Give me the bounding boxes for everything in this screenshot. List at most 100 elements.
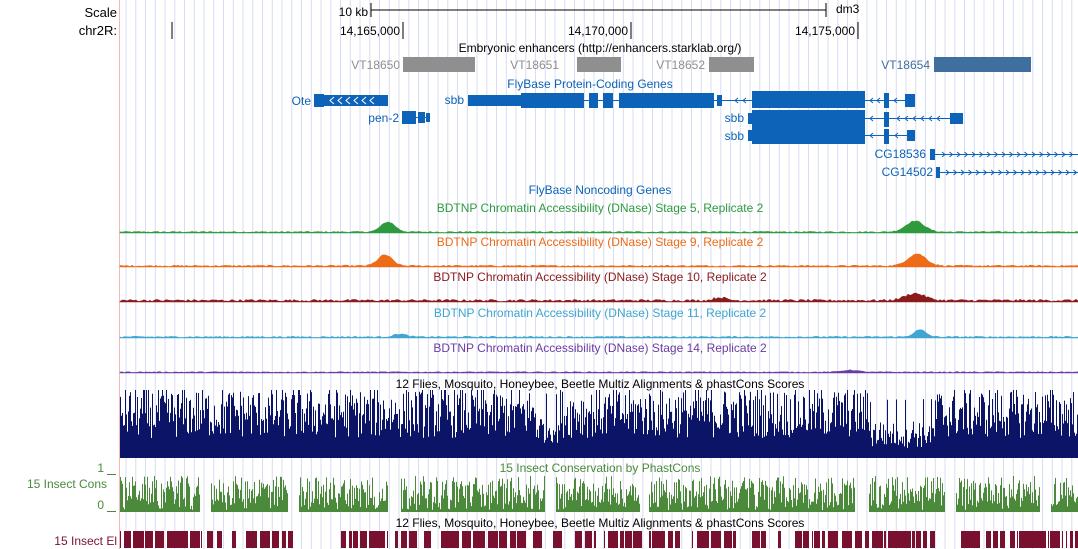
insect-cons-signal[interactable] (120, 476, 1078, 512)
conserved-element[interactable] (575, 531, 582, 548)
dnase-tracks[interactable]: BDTNP Chromatin Accessibility (DNase) St… (119, 201, 1078, 374)
conserved-element[interactable] (822, 531, 825, 548)
gene-label-pen-2[interactable]: pen-2 (368, 111, 399, 125)
dnase-stage-9-signal[interactable] (119, 253, 1078, 268)
conserved-element[interactable] (585, 531, 592, 548)
conserved-element[interactable] (865, 531, 869, 548)
conserved-element[interactable] (167, 531, 174, 548)
conserved-element[interactable] (993, 531, 998, 548)
conserved-element[interactable] (467, 531, 471, 548)
conserved-element[interactable] (612, 531, 618, 548)
conserved-element[interactable] (253, 531, 257, 548)
conserved-element[interactable] (971, 531, 980, 548)
conserved-element[interactable] (553, 531, 562, 548)
conserved-element[interactable] (387, 531, 388, 548)
conserved-element[interactable] (724, 531, 732, 548)
insect-cons-side-label[interactable]: 15 Insect Cons (27, 477, 107, 491)
conserved-element[interactable] (246, 531, 253, 548)
conserved-element[interactable] (174, 531, 179, 548)
dnase-stage-5-title[interactable]: BDTNP Chromatin Accessibility (DNase) St… (437, 201, 764, 215)
multiz-track[interactable]: 12 Flies, Mosquito, Honeybee, Beetle Mul… (120, 377, 1078, 458)
conserved-element[interactable] (697, 531, 700, 548)
dnase-stage-10-signal[interactable] (119, 292, 1078, 303)
insect-elements-features[interactable] (120, 531, 1078, 548)
conserved-element[interactable] (499, 531, 507, 548)
enhancers-track[interactable]: Embryonic enhancers (http://enhancers.st… (351, 41, 1031, 72)
gene-sbb-isoform-3[interactable]: sbb (725, 127, 915, 144)
conserved-element[interactable] (711, 531, 721, 548)
conserved-element[interactable] (260, 531, 270, 548)
conserved-element[interactable] (217, 531, 222, 548)
conserved-element[interactable] (652, 531, 658, 548)
conserved-element[interactable] (625, 531, 632, 548)
conserved-element[interactable] (872, 531, 876, 548)
enhancer-feature-vt18652[interactable] (709, 57, 754, 72)
conserved-element[interactable] (778, 531, 781, 548)
conserved-element[interactable] (360, 531, 367, 548)
multiz-track-title[interactable]: 12 Flies, Mosquito, Honeybee, Beetle Mul… (396, 377, 805, 391)
conserved-element[interactable] (1050, 531, 1060, 548)
gene-pen-2[interactable]: pen-2 (368, 111, 430, 125)
conserved-element[interactable] (488, 531, 498, 548)
conserved-element[interactable] (668, 531, 673, 548)
enhancer-label-vt18654[interactable]: VT18654 (881, 58, 930, 72)
conserved-element[interactable] (930, 531, 935, 548)
conserved-element[interactable] (923, 531, 927, 548)
conserved-element[interactable] (916, 531, 921, 548)
conserved-element[interactable] (341, 531, 346, 548)
enhancer-label-vt18652[interactable]: VT18652 (656, 58, 705, 72)
conserved-element[interactable] (888, 531, 898, 548)
insect-cons-track-title[interactable]: 15 Insect Conservation by PhastCons (500, 461, 701, 475)
conserved-element[interactable] (533, 531, 542, 548)
conserved-element[interactable] (912, 531, 915, 548)
conserved-element[interactable] (898, 531, 906, 548)
conserved-element[interactable] (803, 531, 809, 548)
conserved-element[interactable] (906, 531, 911, 548)
conserved-element[interactable] (633, 531, 639, 548)
conserved-element[interactable] (692, 531, 693, 548)
conserved-element[interactable] (395, 531, 398, 548)
enhancer-feature-vt18651[interactable] (577, 57, 621, 72)
conserved-element[interactable] (752, 531, 760, 548)
conserved-element[interactable] (288, 531, 293, 548)
conserved-element[interactable] (1040, 531, 1046, 548)
multiz-conservation-signal[interactable] (120, 390, 1078, 458)
conserved-element[interactable] (858, 531, 862, 548)
gene-ote[interactable]: Ote (292, 94, 388, 108)
conserved-element[interactable] (608, 531, 612, 548)
conserved-element[interactable] (441, 531, 443, 548)
insect-elements-track-title[interactable]: 12 Flies, Mosquito, Honeybee, Beetle Mul… (396, 516, 805, 530)
conserved-element[interactable] (232, 531, 236, 548)
noncoding-track-title[interactable]: FlyBase Noncoding Genes (529, 183, 672, 197)
conserved-element[interactable] (658, 531, 665, 548)
conserved-element[interactable] (145, 531, 153, 548)
dnase-stage-11-title[interactable]: BDTNP Chromatin Accessibility (DNase) St… (434, 306, 767, 320)
conserved-element[interactable] (124, 531, 131, 548)
conserved-element[interactable] (961, 531, 971, 548)
conserved-element[interactable] (855, 531, 858, 548)
conserved-element[interactable] (462, 531, 467, 548)
conserved-element[interactable] (604, 531, 605, 548)
conserved-element[interactable] (424, 531, 431, 548)
gene-label-sbb[interactable]: sbb (725, 129, 745, 143)
conserved-element[interactable] (453, 531, 459, 548)
gene-label-sbb[interactable]: sbb (725, 111, 745, 125)
conserved-element[interactable] (795, 531, 802, 548)
dnase-stage-11-signal[interactable] (119, 329, 1078, 339)
dnase-stage-14-title[interactable]: BDTNP Chromatin Accessibility (DNase) St… (433, 341, 767, 355)
enhancer-feature-vt18650[interactable] (403, 57, 475, 72)
gene-cg14502[interactable]: CG14502 (882, 165, 1078, 179)
conserved-element[interactable] (120, 531, 121, 548)
conserved-element[interactable] (649, 531, 651, 548)
conserved-element[interactable] (443, 531, 453, 548)
dnase-stage-9-title[interactable]: BDTNP Chromatin Accessibility (DNase) St… (437, 235, 764, 249)
insect-cons-track[interactable]: 15 Insect Conservation by PhastCons 15 I… (27, 461, 1078, 512)
conserved-element[interactable] (700, 531, 709, 548)
conserved-element[interactable] (473, 531, 480, 548)
enhancer-feature-vt18654[interactable] (934, 57, 1031, 72)
conserved-element[interactable] (1000, 531, 1005, 548)
gene-sbb-main[interactable]: sbb (445, 91, 915, 108)
conserved-element[interactable] (350, 531, 352, 548)
conserved-element[interactable] (842, 531, 852, 548)
